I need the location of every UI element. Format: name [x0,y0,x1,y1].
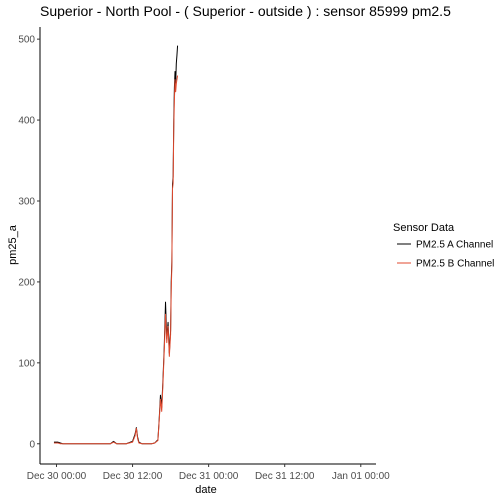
y-axis-title: pm25_a [7,224,19,265]
y-tick-label: 500 [18,35,35,46]
legend-label-2: PM2.5 B Channel [416,259,494,270]
series-line-b-channel [53,75,179,445]
chart-title: Superior - North Pool - ( Superior - out… [40,3,451,19]
y-tick-label: 100 [18,358,35,369]
y-tick-label: 0 [29,439,35,450]
plot-area: 0 100 200 300 400 500 Dec 30 00:00 Dec 30 12:00… [18,27,390,482]
y-tick-label: 400 [18,116,35,127]
legend-title: Sensor Data [393,222,455,234]
legend: Sensor Data PM2.5 A Channel PM2.5 B Chann… [393,222,494,270]
x-tick-label: Dec 31 12:00 [255,471,315,482]
x-tick-label: Dec 30 12:00 [103,471,163,482]
y-tick-label: 200 [18,277,35,288]
x-axis-title: date [195,484,216,496]
y-tick-label: 300 [18,196,35,207]
x-tick-label: Dec 31 00:00 [179,471,239,482]
x-tick-label: Dec 30 00:00 [27,471,87,482]
x-tick-label: Jan 01 00:00 [332,471,390,482]
legend-label-1: PM2.5 A Channel [416,240,493,251]
